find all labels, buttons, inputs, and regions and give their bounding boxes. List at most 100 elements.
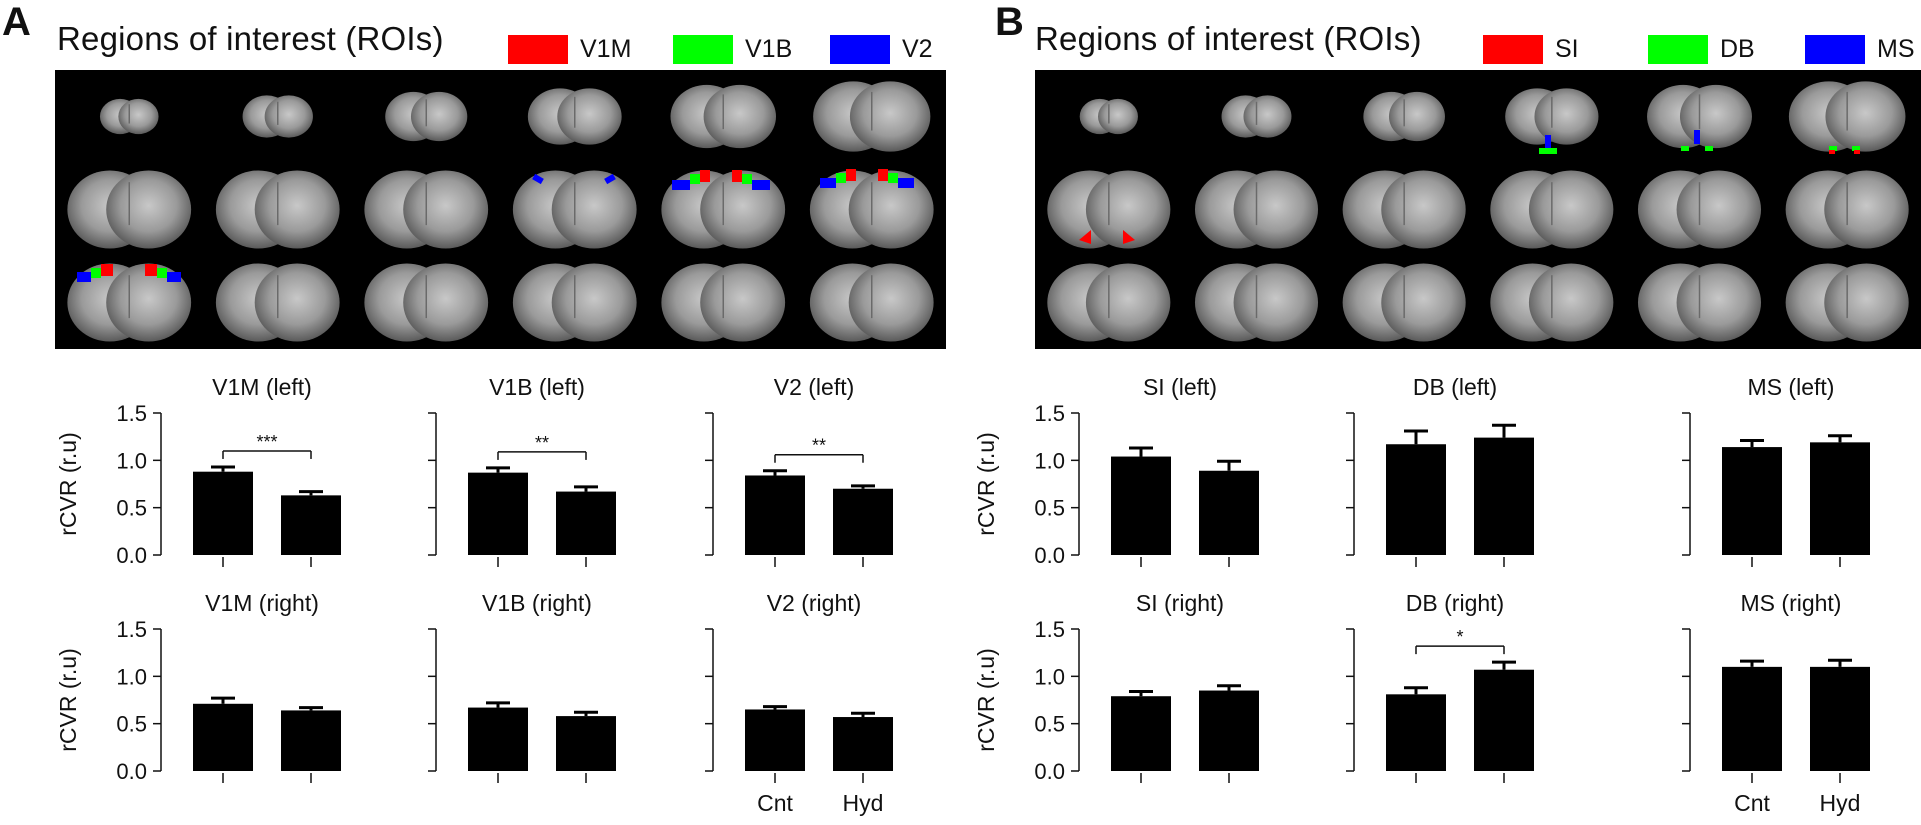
bar-hyd xyxy=(556,491,616,555)
brain-slice-right-hemisphere xyxy=(1676,263,1762,342)
brain-slice-right-hemisphere xyxy=(1243,95,1292,138)
legend-item-ms: MS xyxy=(1805,35,1915,64)
y-tick-label: 0.0 xyxy=(116,759,147,784)
brain-slice-right-hemisphere xyxy=(551,170,637,249)
panel-a-title: Regions of interest (ROIs) xyxy=(57,20,444,57)
panel-letter-a: A xyxy=(2,0,31,44)
brain-slice-right-hemisphere xyxy=(1676,170,1762,249)
bar-hyd xyxy=(281,710,341,771)
bar-hyd xyxy=(1474,437,1534,555)
legend-swatch-v1m xyxy=(508,35,568,64)
chart-title: SI (left) xyxy=(1143,374,1217,400)
legend-swatch-si xyxy=(1483,35,1543,64)
brain-slice-right-hemisphere xyxy=(849,81,931,152)
bar-cnt xyxy=(745,475,805,555)
y-tick-label: 0.5 xyxy=(116,712,147,737)
chart-v1b-right-: V1B (right) xyxy=(428,590,616,783)
x-tick-label: Cnt xyxy=(757,790,793,816)
y-tick-label: 1.5 xyxy=(116,617,147,642)
brain-slice-right-hemisphere xyxy=(1381,263,1466,342)
bar-cnt xyxy=(1386,694,1446,771)
chart-title: V1B (right) xyxy=(482,590,592,616)
x-tick-label: Hyd xyxy=(1820,790,1861,816)
y-axis-label: rCVR (r.u) xyxy=(973,432,999,536)
brain-slice-right-hemisphere xyxy=(403,170,489,249)
significance-stars: ** xyxy=(535,433,549,453)
chart-title: SI (right) xyxy=(1136,590,1224,616)
brain-slice-right-hemisphere xyxy=(254,263,340,342)
bar-hyd xyxy=(281,495,341,555)
brain-slice-right-hemisphere xyxy=(1824,170,1909,249)
bar-hyd xyxy=(833,488,893,555)
brain-slice-right-hemisphere xyxy=(1825,81,1906,152)
brain-slice-right-hemisphere xyxy=(551,263,637,342)
legend-label-si: SI xyxy=(1555,35,1579,63)
y-tick-label: 0.0 xyxy=(116,543,147,568)
brain-slice-right-hemisphere xyxy=(403,263,489,342)
chart-v2-right-: V2 (right) Cnt Hyd xyxy=(705,590,893,816)
brain-slice-right-hemisphere xyxy=(118,98,159,135)
legend-swatch-v1b xyxy=(673,35,733,64)
brain-slice-right-hemisphere xyxy=(848,263,934,342)
bar-cnt xyxy=(468,472,528,555)
roi-overlays-a xyxy=(77,169,914,282)
bar-cnt xyxy=(193,703,253,771)
legend-item-v2: V2 xyxy=(830,35,933,64)
brain-slice-right-hemisphere xyxy=(106,263,192,342)
chart-title: MS (right) xyxy=(1741,590,1842,616)
chart-db-left-: DB (left) xyxy=(1346,374,1534,567)
brain-slice-right-hemisphere xyxy=(700,263,786,342)
y-tick-label: 0.5 xyxy=(1034,496,1065,521)
brain-slice-right-hemisphere xyxy=(1233,170,1319,249)
y-axis-label: rCVR (r.u) xyxy=(55,648,81,752)
chart-title: V1M (right) xyxy=(205,590,319,616)
bar-cnt xyxy=(1386,444,1446,555)
legend-label-v2: V2 xyxy=(902,35,933,63)
chart-title: V2 (left) xyxy=(774,374,855,400)
roi-overlays-b xyxy=(1079,130,1860,244)
brain-slice-right-hemisphere xyxy=(1233,263,1319,342)
brain-slices-a xyxy=(67,81,934,342)
bar-hyd xyxy=(1199,690,1259,771)
legend-label-v1m: V1M xyxy=(580,35,632,63)
brain-slice-right-hemisphere xyxy=(1388,91,1445,142)
chart-ms-left-: MS (left) xyxy=(1682,374,1870,567)
brain-slice-right-hemisphere xyxy=(848,170,934,249)
panel-b-title: Regions of interest (ROIs) xyxy=(1035,20,1422,57)
brain-slice-right-hemisphere xyxy=(1085,263,1171,342)
y-tick-label: 1.5 xyxy=(1034,401,1065,426)
brain-slice-right-hemisphere xyxy=(557,88,622,145)
significance-stars: *** xyxy=(256,432,277,452)
bar-hyd xyxy=(1810,442,1870,555)
chart-db-right-: DB (right) * xyxy=(1346,590,1534,783)
chart-v1m-right-: V1M (right) 0.0 0.5 1.0 1.5 rCVR (r.u) xyxy=(55,590,341,784)
chart-v1b-left-: V1B (left) ** xyxy=(428,374,616,567)
bar-cnt xyxy=(745,709,805,771)
legend-item-v1b: V1B xyxy=(673,35,792,64)
brain-slice-right-hemisphere xyxy=(410,91,468,142)
bar-hyd xyxy=(1810,666,1870,771)
mri-brain-grid-a xyxy=(55,70,946,349)
legend-swatch-v2 xyxy=(830,35,890,64)
brain-slice-right-hemisphere xyxy=(264,95,313,138)
bar-hyd xyxy=(556,716,616,771)
chart-si-left-: SI (left) 0.0 0.5 1.0 1.5 rCVR (r.u) xyxy=(973,374,1259,568)
panel-letter-b: B xyxy=(995,0,1024,44)
brain-slice-right-hemisphere xyxy=(1528,263,1614,342)
legend-label-v1b: V1B xyxy=(745,35,793,63)
significance-stars: * xyxy=(1456,627,1463,647)
bar-hyd xyxy=(833,717,893,771)
brain-slice-right-hemisphere xyxy=(1381,170,1466,249)
bar-cnt xyxy=(1722,447,1782,555)
brain-slice-right-hemisphere xyxy=(1097,98,1138,135)
chart-title: DB (right) xyxy=(1406,590,1504,616)
x-tick-label: Cnt xyxy=(1734,790,1770,816)
legend-label-ms: MS xyxy=(1877,35,1915,63)
y-tick-label: 1.5 xyxy=(1034,617,1065,642)
chart-title: V1M (left) xyxy=(212,374,312,400)
legend-swatch-ms xyxy=(1805,35,1865,64)
y-tick-label: 1.5 xyxy=(116,401,147,426)
y-tick-label: 0.5 xyxy=(1034,712,1065,737)
chart-title: DB (left) xyxy=(1413,374,1497,400)
